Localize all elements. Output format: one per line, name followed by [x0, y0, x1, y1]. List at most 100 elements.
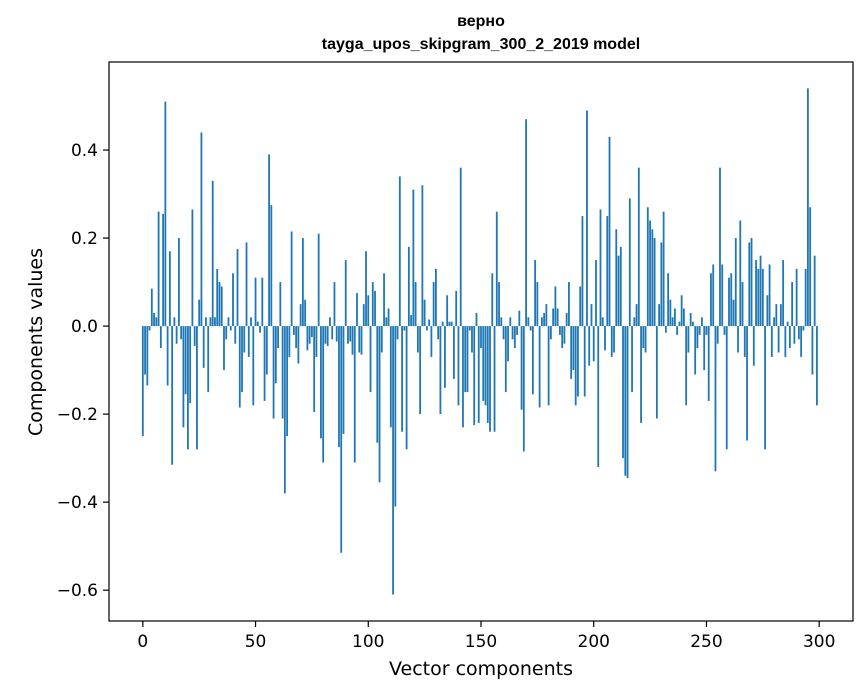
bar — [583, 326, 586, 397]
bar — [218, 282, 221, 327]
bar — [225, 326, 228, 340]
bar — [292, 326, 295, 335]
bar — [281, 326, 284, 419]
bar — [511, 326, 514, 340]
bar — [416, 326, 419, 353]
bar — [619, 246, 622, 327]
bar — [283, 326, 286, 494]
bar — [552, 308, 555, 327]
bar — [705, 326, 708, 335]
bar — [509, 317, 512, 327]
x-tick-label: 150 — [465, 632, 497, 652]
bar — [207, 326, 210, 393]
bar — [782, 260, 785, 327]
bar — [286, 326, 289, 437]
bar — [793, 326, 796, 344]
bar — [574, 326, 577, 406]
bar — [750, 238, 753, 327]
bar — [779, 304, 782, 327]
bar — [500, 317, 503, 327]
bar — [579, 286, 582, 327]
bar — [428, 319, 431, 327]
bar — [714, 326, 717, 472]
bar — [196, 326, 198, 450]
bar — [493, 326, 496, 432]
bar — [592, 326, 595, 362]
bar — [770, 326, 773, 357]
bar — [177, 238, 180, 327]
bar — [676, 326, 679, 335]
bar — [701, 317, 703, 327]
bar — [628, 198, 631, 327]
bar — [335, 326, 338, 342]
bar — [211, 180, 214, 327]
bar — [795, 268, 798, 327]
bar — [480, 326, 482, 349]
bar — [651, 229, 654, 327]
bar — [376, 326, 379, 443]
bar — [590, 304, 593, 327]
bar — [259, 326, 261, 333]
bar — [586, 110, 588, 327]
bar — [662, 211, 665, 327]
y-tick-label: 0.4 — [71, 141, 98, 161]
bar — [394, 326, 397, 507]
x-tick-label: 50 — [245, 632, 267, 652]
bar — [752, 326, 755, 366]
bar — [342, 326, 345, 434]
bar — [180, 326, 183, 340]
bar — [687, 326, 690, 353]
bar — [455, 290, 458, 327]
bar — [671, 317, 674, 327]
bar — [168, 251, 171, 327]
bar — [414, 282, 417, 327]
bar — [457, 326, 460, 406]
bar — [604, 326, 606, 351]
bar — [191, 209, 194, 327]
bar — [193, 326, 196, 346]
bar — [311, 326, 313, 338]
bar — [554, 286, 557, 327]
bar — [813, 255, 816, 327]
bar — [356, 293, 358, 327]
bar — [272, 326, 275, 419]
bar — [315, 326, 318, 357]
bar — [784, 326, 787, 357]
bar — [484, 326, 487, 406]
bar — [189, 326, 192, 404]
bar — [268, 154, 270, 327]
bar — [155, 317, 158, 327]
bar — [349, 326, 352, 342]
bar — [658, 304, 661, 327]
bar — [653, 238, 656, 327]
bar — [525, 119, 527, 327]
bar — [626, 326, 629, 478]
bar — [475, 312, 478, 327]
bar — [761, 268, 764, 327]
x-tick-label: 250 — [690, 632, 722, 652]
bar — [360, 326, 363, 355]
bar — [236, 249, 239, 327]
bar — [741, 282, 744, 327]
bar — [148, 326, 151, 331]
bar — [802, 326, 805, 331]
bar — [295, 326, 298, 349]
bar — [216, 268, 219, 327]
bar — [150, 288, 153, 327]
bar — [689, 312, 692, 327]
bar — [277, 326, 279, 349]
bar — [317, 233, 320, 327]
bar — [759, 255, 762, 327]
bar — [430, 326, 433, 357]
bar — [545, 304, 548, 327]
bar — [378, 326, 381, 483]
bar — [655, 326, 658, 419]
bar — [642, 326, 645, 349]
x-tick-label: 0 — [137, 632, 148, 652]
bar — [791, 282, 794, 327]
bar — [141, 326, 144, 437]
bar — [198, 299, 201, 327]
y-tick-label: −0.4 — [57, 493, 98, 513]
bar — [301, 238, 304, 327]
bar — [435, 268, 437, 327]
